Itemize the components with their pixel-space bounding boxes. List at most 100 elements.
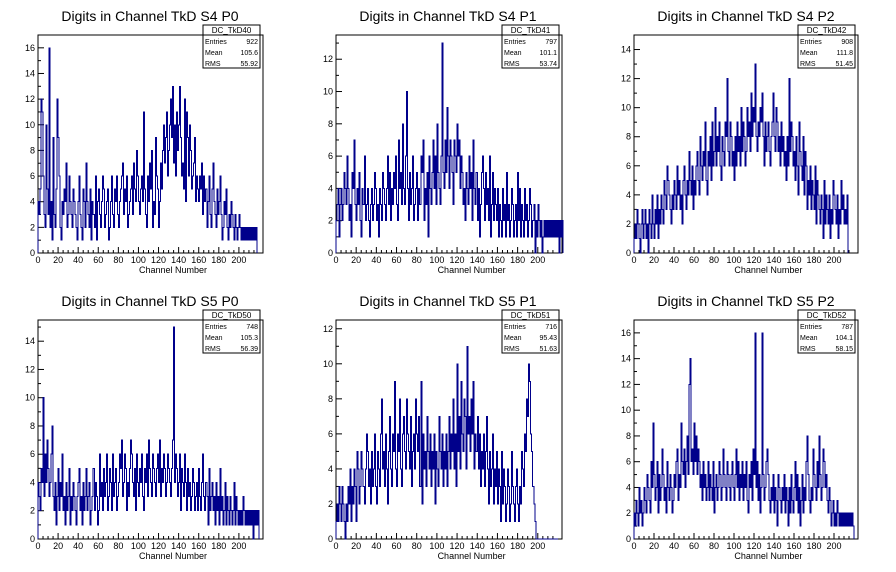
- x-tick-label: 80: [709, 255, 719, 265]
- stats-label: Entries: [504, 324, 526, 331]
- stats-label: Mean: [205, 50, 223, 57]
- stats-label: RMS: [205, 346, 221, 353]
- y-tick-label: 12: [323, 54, 333, 64]
- stats-box: [202, 24, 261, 69]
- x-tick-label: 200: [826, 541, 841, 551]
- y-tick-label: 4: [328, 183, 333, 193]
- y-tick-label: 4: [626, 482, 631, 492]
- x-axis-label: Channel Number: [438, 551, 506, 561]
- stats-label: RMS: [504, 346, 520, 353]
- stats-value: 716: [545, 324, 557, 331]
- y-tick-label: 10: [323, 87, 333, 97]
- stats-value: 51.63: [539, 346, 557, 353]
- y-tick-label: 12: [621, 379, 631, 389]
- x-tick-label: 40: [73, 541, 83, 551]
- stats-name: DC_TkD50: [212, 311, 252, 320]
- chart-title: Digits in Channel TkD S4 P1: [359, 8, 536, 24]
- stats-value: 51.45: [835, 61, 853, 68]
- y-tick-label: 6: [328, 151, 333, 161]
- x-tick-label: 160: [191, 255, 206, 265]
- histogram-line: [37, 326, 260, 540]
- stats-label: Mean: [504, 335, 522, 342]
- y-tick-label: 4: [30, 477, 35, 487]
- stats-name: DC_TkD41: [511, 26, 551, 35]
- stats-box: [501, 309, 560, 354]
- y-tick-label: 4: [30, 197, 35, 207]
- y-tick-label: 2: [328, 499, 333, 509]
- x-tick-label: 160: [490, 541, 505, 551]
- x-tick-label: 180: [211, 541, 226, 551]
- y-tick-label: 14: [25, 336, 35, 346]
- x-tick-label: 60: [392, 541, 402, 551]
- y-tick-label: 10: [621, 103, 631, 113]
- x-axis-label: Channel Number: [734, 265, 802, 275]
- y-tick-label: 0: [328, 534, 333, 544]
- y-tick-label: 8: [328, 119, 333, 129]
- y-tick-label: 12: [621, 74, 631, 84]
- histogram-line: [37, 47, 258, 253]
- stats-value: 101.1: [539, 50, 557, 57]
- x-tick-label: 100: [429, 541, 444, 551]
- y-tick-label: 4: [328, 464, 333, 474]
- x-tick-label: 140: [766, 255, 781, 265]
- stats-value: 56.39: [240, 346, 258, 353]
- x-tick-label: 20: [649, 541, 659, 551]
- stats-label: RMS: [205, 61, 221, 68]
- histogram-panel: Digits in Channel TkD S5 P10 20 40 60 80 100 1…: [323, 293, 563, 561]
- histogram-line: [633, 63, 849, 254]
- x-tick-label: 40: [669, 255, 679, 265]
- x-tick-label: 20: [351, 255, 361, 265]
- y-tick-label: 2: [626, 508, 631, 518]
- stats-label: Entries: [800, 39, 822, 46]
- x-tick-label: 60: [689, 541, 699, 551]
- chart-title: Digits in Channel TkD S5 P0: [61, 293, 238, 309]
- x-tick-label: 120: [746, 255, 761, 265]
- x-tick-label: 160: [191, 541, 206, 551]
- x-tick-label: 120: [151, 541, 166, 551]
- x-tick-label: 20: [351, 541, 361, 551]
- y-tick-label: 6: [328, 429, 333, 439]
- x-tick-label: 160: [490, 255, 505, 265]
- stats-label: Mean: [205, 335, 223, 342]
- y-tick-label: 10: [25, 393, 35, 403]
- x-tick-label: 80: [412, 255, 422, 265]
- y-tick-label: 10: [621, 405, 631, 415]
- stats-name: DC_TkD52: [807, 311, 847, 320]
- histogram-panel: Digits in Channel TkD S5 P20 20 40 60 80 100 1…: [621, 293, 859, 561]
- y-tick-label: 12: [323, 324, 333, 334]
- stats-label: RMS: [504, 61, 520, 68]
- stats-value: 55.92: [240, 61, 258, 68]
- x-tick-label: 0: [631, 255, 636, 265]
- x-tick-label: 160: [786, 255, 801, 265]
- stats-box: [501, 24, 560, 69]
- x-tick-label: 120: [450, 541, 465, 551]
- y-tick-label: 8: [626, 132, 631, 142]
- y-tick-label: 2: [30, 222, 35, 232]
- stats-label: Mean: [800, 50, 818, 57]
- stats-value: 908: [841, 39, 853, 46]
- stats-value: 104.1: [835, 335, 853, 342]
- y-tick-label: 8: [30, 145, 35, 155]
- x-tick-label: 40: [371, 255, 381, 265]
- plot-frame: [37, 319, 264, 540]
- y-tick-label: 8: [30, 421, 35, 431]
- y-tick-label: 2: [30, 506, 35, 516]
- chart-title: Digits in Channel TkD S5 P1: [359, 293, 536, 309]
- y-tick-label: 4: [626, 190, 631, 200]
- stats-name: DC_TkD40: [212, 26, 252, 35]
- x-tick-label: 80: [412, 541, 422, 551]
- x-tick-label: 140: [171, 255, 186, 265]
- x-tick-label: 180: [510, 541, 525, 551]
- x-tick-label: 100: [131, 255, 146, 265]
- x-tick-label: 20: [53, 255, 63, 265]
- y-tick-label: 10: [25, 120, 35, 130]
- stats-value: 58.15: [835, 346, 853, 353]
- histogram-panel: Digits in Channel TkD S4 P00 20 40 60 80 100 1…: [25, 8, 264, 275]
- stats-label: RMS: [800, 61, 816, 68]
- y-tick-label: 0: [30, 534, 35, 544]
- plot-frame: [335, 34, 563, 254]
- x-tick-label: 200: [826, 255, 841, 265]
- x-tick-label: 200: [231, 541, 246, 551]
- x-tick-label: 20: [649, 255, 659, 265]
